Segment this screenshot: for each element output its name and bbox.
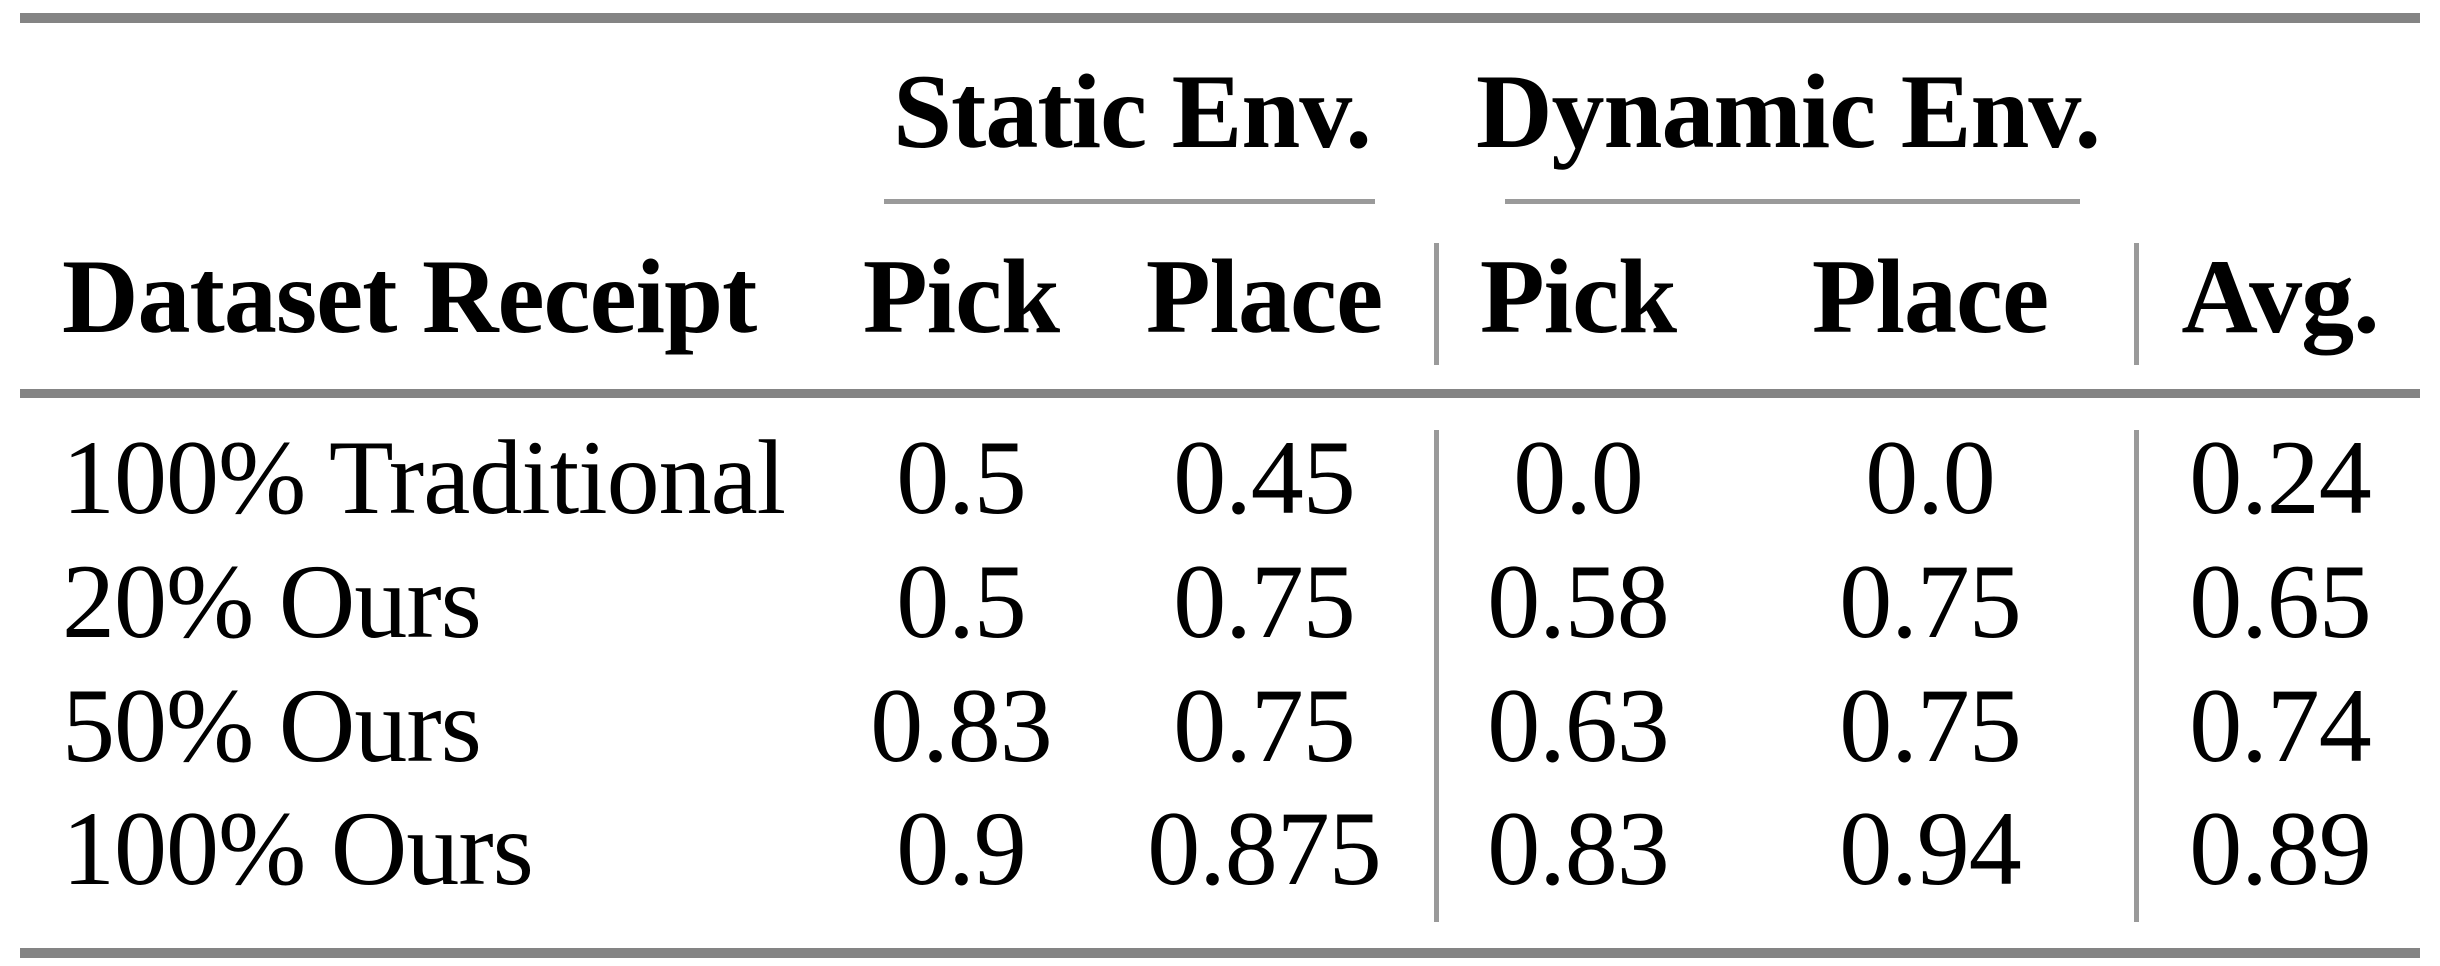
cell-avg: 0.65 <box>2189 543 2371 660</box>
row-label: 100% Ours <box>62 790 534 907</box>
row-label: 20% Ours <box>62 543 482 660</box>
column-header-dynamic-pick: Pick <box>1479 238 1677 355</box>
cell-dynamic-pick: 0.63 <box>1487 667 1669 784</box>
cell-static-place: 0.75 <box>1173 667 1355 784</box>
cell-static-pick: 0.5 <box>896 543 1026 660</box>
cell-avg: 0.74 <box>2189 667 2371 784</box>
row-label: 50% Ours <box>62 667 482 784</box>
column-header-dataset-receipt: Dataset Receipt <box>62 238 757 355</box>
cell-dynamic-pick: 0.58 <box>1487 543 1669 660</box>
static-env-underline <box>884 199 1375 204</box>
cell-dynamic-place: 0.94 <box>1839 790 2021 907</box>
column-header-static-place: Place <box>1145 238 1383 355</box>
row-label: 100% Traditional <box>62 419 786 536</box>
table-top-rule <box>20 13 2420 23</box>
cell-static-pick: 0.83 <box>870 667 1052 784</box>
table-bottom-rule <box>20 948 2420 958</box>
cell-dynamic-place: 0.0 <box>1865 419 1995 536</box>
cell-avg: 0.89 <box>2189 790 2371 907</box>
vline-static-dynamic-body <box>1434 430 1439 922</box>
column-group-static-env: Static Env. <box>893 53 1372 170</box>
vline-static-dynamic-header <box>1434 243 1439 365</box>
cell-static-place: 0.75 <box>1173 543 1355 660</box>
cell-dynamic-place: 0.75 <box>1839 667 2021 784</box>
column-group-dynamic-env: Dynamic Env. <box>1475 53 2101 170</box>
cell-static-place: 0.45 <box>1173 419 1355 536</box>
cell-dynamic-pick: 0.0 <box>1513 419 1643 536</box>
column-header-static-pick: Pick <box>862 238 1060 355</box>
vline-avg-header <box>2134 243 2139 365</box>
vline-avg-body <box>2134 430 2139 922</box>
cell-static-pick: 0.9 <box>896 790 1026 907</box>
table-header-rule <box>20 389 2420 398</box>
cell-dynamic-pick: 0.83 <box>1487 790 1669 907</box>
column-header-dynamic-place: Place <box>1811 238 2049 355</box>
cell-static-pick: 0.5 <box>896 419 1026 536</box>
cell-avg: 0.24 <box>2189 419 2371 536</box>
dynamic-env-underline <box>1505 199 2080 204</box>
cell-static-place: 0.875 <box>1147 790 1381 907</box>
cell-dynamic-place: 0.75 <box>1839 543 2021 660</box>
column-header-avg: Avg. <box>2181 238 2379 355</box>
